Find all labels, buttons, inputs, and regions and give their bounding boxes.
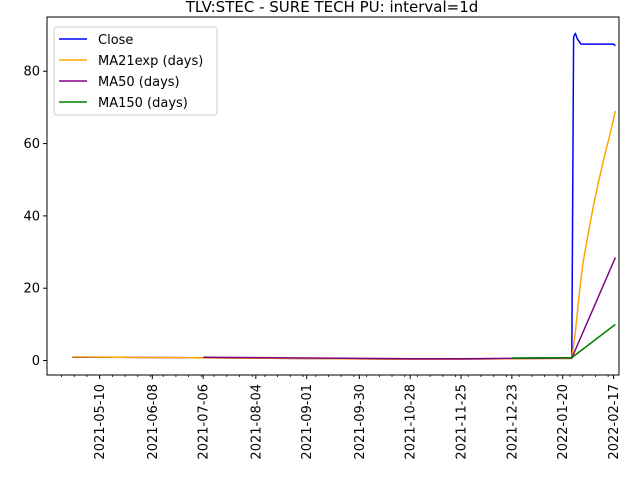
x-tick-label: 2021-06-08 [146, 384, 161, 460]
chart-title: TLV:STEC - SURE TECH PU: interval=1d [185, 0, 479, 16]
y-tick-label: 0 [32, 354, 40, 369]
x-tick-label: 2021-09-30 [353, 384, 368, 460]
x-axis: 2021-05-10 2021-06-08 2021-07-06 2021-08-04… [61, 375, 622, 460]
x-tick-label: 2021-05-10 [93, 384, 108, 460]
x-tick-label: 2021-08-04 [249, 384, 264, 460]
x-tick-label: 2022-01-20 [556, 384, 571, 460]
x-tick-label: 2021-07-06 [197, 384, 212, 460]
x-tick-label: 2021-11-25 [455, 384, 470, 460]
legend-label: MA50 (days) [98, 75, 180, 90]
y-tick-label: 60 [23, 137, 40, 152]
legend-box [53, 26, 218, 116]
legend-label: Close [98, 33, 133, 48]
x-tick-label: 2021-12-23 [505, 384, 520, 460]
legend-label: MA21exp (days) [98, 54, 203, 69]
y-tick-label: 40 [23, 209, 40, 224]
legend: Close MA21exp (days) MA50 (days) MA150 (day… [53, 26, 218, 116]
x-tick-label: 2021-09-01 [300, 384, 315, 460]
series-line-ma150-days [511, 323, 616, 359]
y-axis: 0 20 40 60 80 [23, 65, 47, 369]
x-tick-label: 2022-02-17 [607, 384, 622, 460]
x-tick-label: 2021-10-28 [404, 384, 419, 460]
legend-label: MA150 (days) [98, 96, 188, 111]
y-tick-label: 20 [23, 282, 40, 297]
plot-frame [46, 16, 620, 376]
y-tick-label: 80 [23, 65, 40, 80]
series-layer [72, 32, 617, 360]
